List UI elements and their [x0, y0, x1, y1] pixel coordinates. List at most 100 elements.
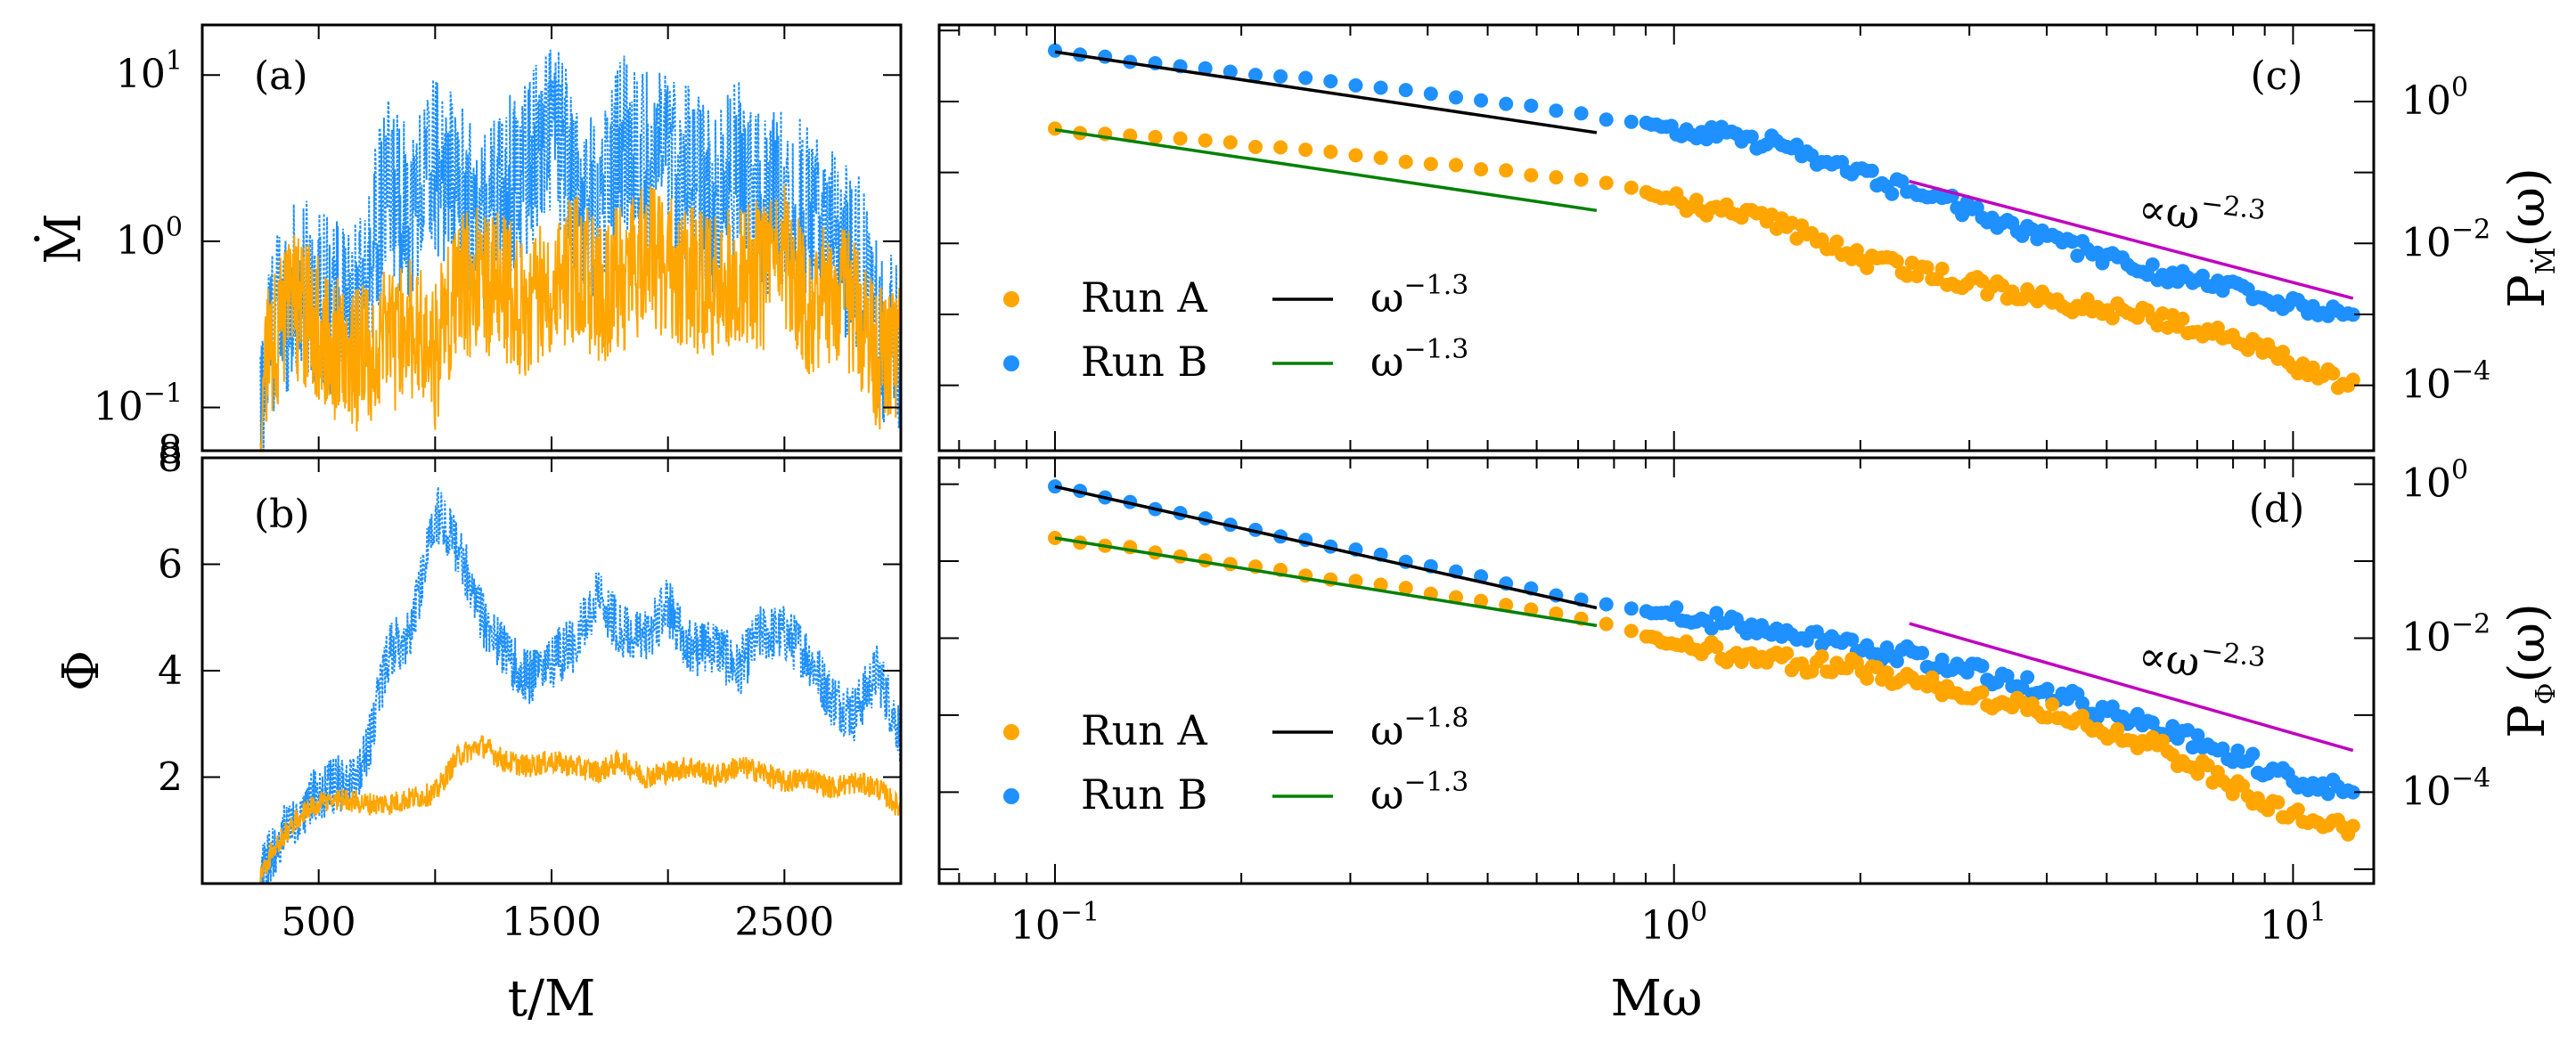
run-a-point [1198, 133, 1213, 148]
run-b-point [1223, 64, 1238, 79]
run-a-point [2175, 311, 2190, 326]
reference-slope-line [1909, 179, 2354, 300]
run-a-point [2045, 697, 2060, 712]
run-a-point [2110, 721, 2125, 737]
legend-label-run-b: Run B [1081, 338, 1207, 386]
run-a-point [1373, 151, 1388, 166]
run-a-point [1273, 140, 1288, 155]
run-b-point [2190, 728, 2205, 743]
run-a-point [2210, 321, 2225, 335]
run-b-point [1323, 74, 1338, 89]
run-b-point [1915, 646, 1930, 661]
run-a-point [2270, 794, 2286, 810]
panel-label-c: (c) [2251, 53, 2303, 99]
run-a-point [1934, 261, 1950, 276]
run-b-point [1599, 112, 1614, 127]
legend-label-run-a: Run A [1081, 273, 1208, 322]
run-a-point [1549, 170, 1564, 185]
run-a-point [1919, 260, 1934, 275]
x-tick-label: 1500 [502, 900, 601, 945]
plot-frame [937, 456, 2376, 885]
run-a-point [1860, 260, 1875, 275]
panel-label-b: (b) [254, 492, 310, 537]
y-tick-label: 10−4 [2401, 762, 2490, 814]
panel-label-a: (a) [254, 53, 308, 99]
y-tick-label: 10−4 [2401, 356, 2490, 408]
run-a-point [1709, 640, 1724, 655]
run-a-point [2305, 360, 2320, 375]
run-b-point [2225, 754, 2240, 770]
run-b-point [1809, 624, 1824, 640]
run-a-point [1348, 148, 1363, 163]
run-a-point [1574, 172, 1589, 187]
y-tick-label: 101 [116, 45, 183, 97]
run-b-point [1474, 93, 1489, 108]
y-axis-label: PΦ(ω) [2498, 603, 2562, 738]
y-tick-label: 2 [158, 755, 183, 801]
run-a-point [1048, 121, 1062, 136]
run-b-point [1248, 68, 1263, 83]
run-a-point [1474, 593, 1489, 608]
run-a-point [1173, 131, 1188, 146]
run-a-point [1623, 623, 1639, 639]
run-a-point [2225, 786, 2240, 802]
run-a-point [1449, 158, 1463, 173]
run-a-point [1814, 648, 1829, 664]
panel-d: ∝ω−2.3 10−1 100 101 100 10−2 10−4PΦ(ω) (d) Run A… [937, 455, 2562, 1028]
y-tick-label: 100 [116, 212, 183, 264]
fit-line-green [1054, 536, 1598, 628]
x-tick-label: 2500 [734, 900, 834, 945]
run-b-point [1549, 103, 1564, 118]
x-tick-label: 500 [282, 900, 356, 945]
run-b-point [1844, 632, 1860, 648]
run-b-point [1623, 601, 1639, 616]
fit-line-green [1054, 127, 1598, 213]
panel-a: 101 100 10−18 Ṁ (a) [34, 23, 903, 473]
run-b-point [2320, 786, 2335, 802]
run-a-point [1398, 581, 1413, 596]
reference-slope-label: ∝ω−2.3 [2136, 180, 2268, 247]
run-b-point [1889, 654, 1904, 669]
y-tick-label: 10−2 [2401, 214, 2490, 265]
y-tick-label: 6 [158, 542, 183, 588]
run-b-point [1398, 83, 1413, 98]
legend-marker-run-b [1003, 788, 1019, 804]
run-b-point [2245, 746, 2261, 762]
run-a-point [2200, 758, 2215, 773]
run-a-point [1298, 143, 1313, 158]
run-a-point [2345, 819, 2360, 834]
run-b-point [1048, 43, 1062, 58]
panel-label-d: (d) [2249, 486, 2305, 532]
run-b-point [1373, 80, 1388, 95]
run-a-point [1623, 180, 1639, 195]
run-a-point [2345, 372, 2360, 387]
run-b-point [2020, 670, 2035, 685]
run-b-point [2185, 740, 2200, 755]
y-axis-label: PṀ(ω) [2498, 167, 2562, 308]
run-a-point [1689, 192, 1704, 208]
run-b-point [2230, 743, 2245, 758]
run-a-point [2155, 733, 2170, 748]
run-a-point [1348, 574, 1363, 589]
y-axis-label: Φ [53, 650, 110, 691]
run-a-point [2190, 766, 2205, 781]
run-a-point [1524, 167, 1539, 183]
run-b-point [1298, 70, 1313, 86]
legend-fit-label-black: ω−1.3 [1370, 270, 1468, 322]
run-b-point [2345, 307, 2360, 322]
legend-marker-run-a [1003, 724, 1019, 740]
fit-line-black [1054, 485, 1598, 610]
run-b-point [1744, 129, 1759, 144]
run-b-point [1198, 61, 1213, 76]
run-b-point [2145, 257, 2160, 272]
run-b-point [1885, 186, 1900, 201]
legend-marker-run-b [1003, 355, 1019, 371]
run-b-point [1348, 77, 1363, 93]
run-a-point [1148, 129, 1163, 144]
run-b-point [1273, 69, 1288, 84]
y-tick-label: 10−2 [2401, 608, 2490, 660]
run-a-point [1860, 671, 1875, 686]
run-b-point [1574, 106, 1589, 121]
reference-slope-line [1909, 622, 2354, 753]
legend-marker-run-a [1003, 291, 1019, 307]
